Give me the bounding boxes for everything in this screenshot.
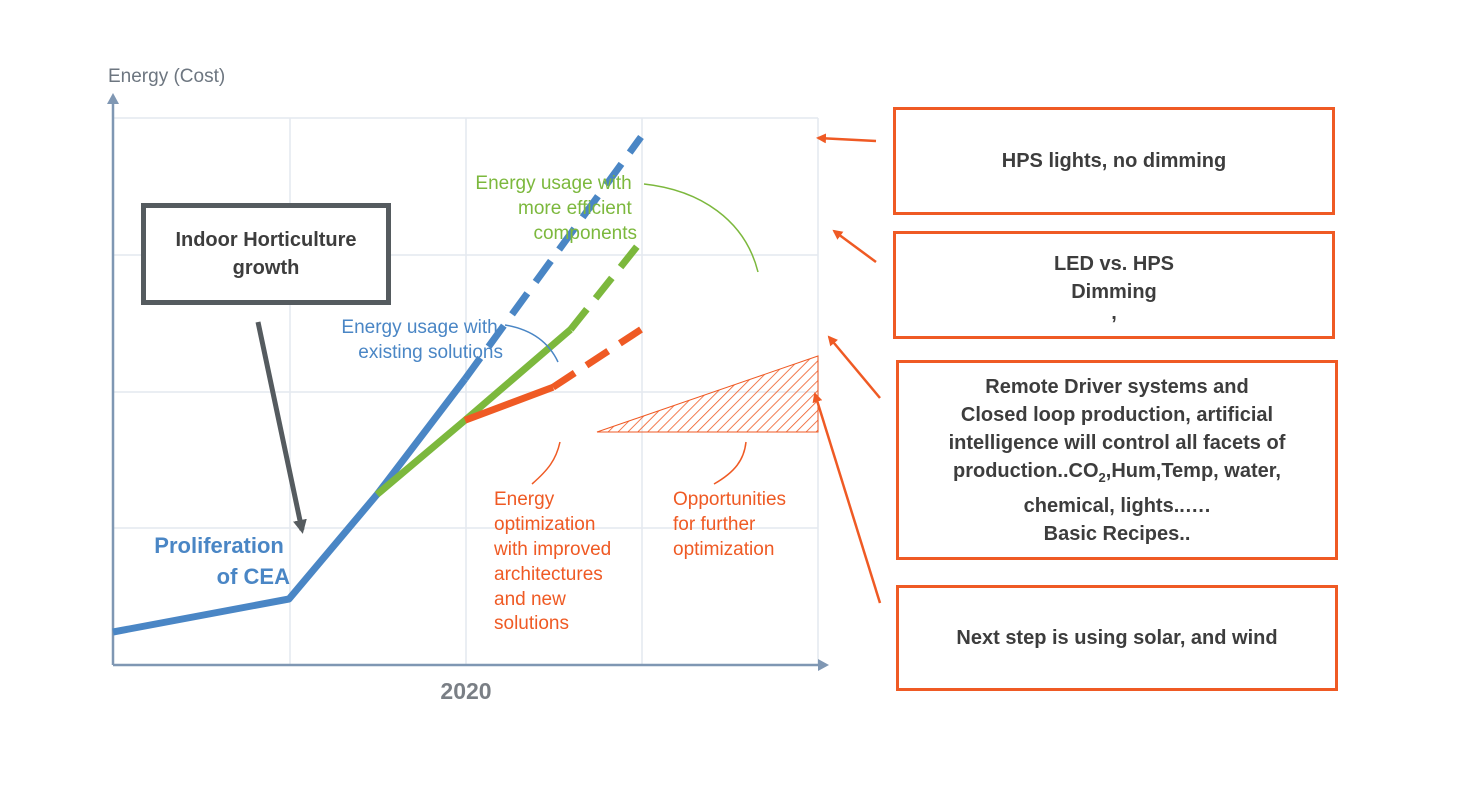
callout-text: LED vs. HPS [1053, 253, 1175, 275]
x-axis-arrow-icon [818, 659, 829, 671]
y-axis-arrow-icon [107, 93, 119, 104]
indoor-growth-arrow [255, 321, 307, 534]
optimization-annotation: Energy optimization with improved archit… [493, 489, 617, 634]
series-1-dashed-line [567, 239, 644, 332]
efficient-leader-line [643, 183, 759, 273]
series-0-solid-line [112, 376, 468, 636]
opportunities-leader-line [713, 441, 747, 485]
existing-leader-line [504, 324, 559, 363]
optimization-leader-line [531, 441, 561, 485]
series-layer [112, 134, 644, 636]
efficient-components-annotation: Energy usage with more efficient compone… [475, 173, 637, 244]
indoor-box-line: growth [232, 257, 300, 279]
callout-text: intelligence will control all facets of [948, 431, 1286, 454]
callout-text: Basic Recipes.. [1043, 522, 1191, 545]
series-2-dashed-line [551, 326, 643, 391]
callout-text: Dimming [1071, 281, 1157, 303]
callout-text: Closed loop production, artificial [960, 403, 1274, 426]
callout-text: Next step is using solar, and wind [956, 627, 1278, 649]
callout-text-co2-line: production..CO2,Hum,Temp, water, [952, 459, 1281, 485]
callout-text: , [1111, 302, 1117, 324]
callout-arrow-hps [816, 133, 877, 144]
opportunity-hatched-area [596, 355, 819, 433]
series-0-dashed-line [462, 134, 644, 382]
y-axis-label: Energy (Cost) [108, 66, 225, 87]
callout-arrow-solar-wind [812, 392, 882, 604]
callout-led-dimming: LED vs. HPS Dimming , [893, 231, 1335, 339]
callout-text: Remote Driver systems and [985, 375, 1249, 398]
indoor-box-line: Indoor Horticulture [175, 229, 357, 251]
callout-solar-wind: Next step is using solar, and wind [896, 585, 1338, 691]
opportunities-annotation: Opportunities for further optimization [673, 489, 791, 560]
x-tick-label: 2020 [440, 678, 491, 704]
indoor-horticulture-box: Indoor Horticulture growth [141, 203, 391, 305]
chart-axes [107, 93, 829, 671]
callout-arrow-remote-driver [827, 335, 881, 399]
callout-arrow-led [832, 229, 877, 264]
series-2-solid-line [463, 383, 555, 424]
proliferation-annotation: Proliferation of CEA [154, 533, 290, 589]
callout-hps-lights: HPS lights, no dimming [893, 107, 1335, 215]
callout-text: chemical, lights..…. [1023, 494, 1211, 517]
callout-remote-driver: Remote Driver systems and Closed loop pr… [896, 360, 1338, 560]
callout-text: HPS lights, no dimming [1001, 150, 1227, 172]
existing-solutions-annotation: Energy usage with existing solutions [341, 317, 503, 363]
